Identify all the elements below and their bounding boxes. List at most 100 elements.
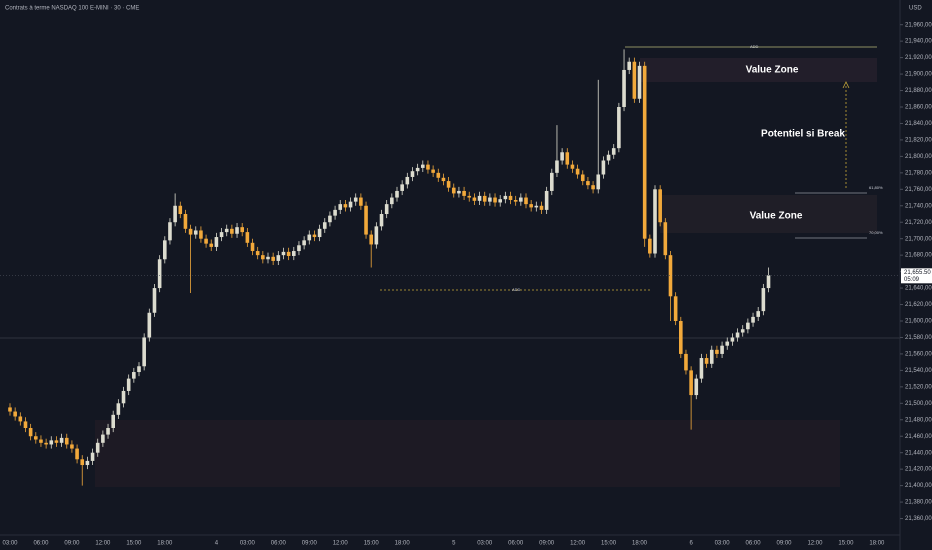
y-tick-label: 21,460,00 xyxy=(905,434,932,440)
candle-body xyxy=(410,171,415,177)
candle-body xyxy=(653,189,657,254)
candle-body xyxy=(80,459,85,466)
x-tick-label: 15:00 xyxy=(364,541,380,547)
y-tick-label: 21,420,00 xyxy=(905,467,932,473)
x-tick-label: 03:00 xyxy=(2,541,18,547)
candle-body xyxy=(658,189,662,223)
candle-body xyxy=(18,416,23,422)
candle-body xyxy=(637,65,642,99)
candle-body xyxy=(400,184,404,191)
y-tick-label: 21,680,00 xyxy=(905,253,932,259)
x-tick-label: 12:00 xyxy=(570,541,586,547)
candle-body xyxy=(544,190,549,210)
candle-body xyxy=(183,214,188,229)
candle-body xyxy=(374,226,379,245)
candle-body xyxy=(508,195,513,201)
candle-body xyxy=(498,199,502,203)
candle-body xyxy=(503,195,508,200)
candle-body xyxy=(699,358,704,379)
candle-body xyxy=(421,164,425,168)
line-label: ADD xyxy=(512,287,521,292)
potential-label: Potentiel si Break xyxy=(761,129,845,140)
x-tick-label: 06:00 xyxy=(746,541,762,547)
x-tick-label: 5 xyxy=(452,541,456,547)
y-tick-label: 21,840,00 xyxy=(905,121,932,127)
candle-body xyxy=(415,167,420,172)
x-tick-label: 15:00 xyxy=(126,541,142,547)
candle-body xyxy=(261,255,265,260)
x-tick-label: 06:00 xyxy=(33,541,49,547)
x-tick-label: 18:00 xyxy=(869,541,885,547)
x-tick-label: 03:00 xyxy=(715,541,731,547)
candle-body xyxy=(64,437,69,445)
candle-body xyxy=(436,172,441,178)
current-price-label: 21,655.50 xyxy=(904,270,931,276)
candle-body xyxy=(405,176,410,185)
candle-body xyxy=(39,439,43,443)
candle-body xyxy=(575,168,580,175)
candle-body xyxy=(555,160,559,173)
x-tick-label: 6 xyxy=(689,541,693,547)
candle-body xyxy=(209,243,214,247)
candle-body xyxy=(426,164,430,170)
y-tick-label: 21,560,00 xyxy=(905,352,932,358)
candle-body xyxy=(622,69,626,107)
candle-body xyxy=(457,190,461,194)
candle-body xyxy=(627,61,631,70)
candle-body xyxy=(550,172,554,191)
candle-body xyxy=(735,332,740,338)
candle-body xyxy=(359,197,363,206)
y-tick-label: 21,380,00 xyxy=(905,500,932,506)
candle-body xyxy=(756,311,760,317)
candle-body xyxy=(116,403,121,415)
y-tick-label: 21,940,00 xyxy=(905,39,932,45)
y-tick-label: 21,700,00 xyxy=(905,236,932,242)
candle-body xyxy=(54,440,59,443)
candle-body xyxy=(673,296,678,321)
x-tick-label: 03:00 xyxy=(477,541,493,547)
y-tick-label: 21,960,00 xyxy=(905,22,932,28)
price-label-box xyxy=(901,268,932,284)
candle-body xyxy=(276,255,281,261)
y-tick-label: 21,400,00 xyxy=(905,483,932,489)
candle-body xyxy=(709,349,714,364)
candle-body xyxy=(446,181,451,188)
candle-body xyxy=(126,378,131,391)
candle-body xyxy=(333,209,337,216)
candle-body xyxy=(632,61,637,99)
candle-body xyxy=(431,169,435,173)
candle-body xyxy=(565,152,570,165)
x-tick-label: 09:00 xyxy=(302,541,318,547)
candle-body xyxy=(281,251,286,256)
x-tick-label: 18:00 xyxy=(632,541,648,547)
candle-body xyxy=(524,197,528,205)
candle-body xyxy=(49,440,54,445)
candle-body xyxy=(302,240,306,246)
fib-label: 61,80% xyxy=(869,185,883,190)
candle-body xyxy=(580,174,585,182)
candle-body xyxy=(477,195,482,201)
x-tick-label: 18:00 xyxy=(395,541,411,547)
candle-body xyxy=(178,205,183,214)
candle-body xyxy=(766,275,771,289)
candle-body xyxy=(204,238,208,244)
candle-body xyxy=(106,428,110,435)
candle-body xyxy=(451,187,456,194)
y-tick-label: 21,880,00 xyxy=(905,88,932,94)
candle-body xyxy=(173,205,177,223)
candle-body xyxy=(90,452,95,461)
candle-body xyxy=(472,197,477,201)
x-tick-label: 15:00 xyxy=(601,541,617,547)
x-tick-label: 12:00 xyxy=(95,541,111,547)
candle-body xyxy=(648,238,652,254)
candle-body xyxy=(235,227,239,234)
value-zone-mid xyxy=(660,195,877,233)
candle-body xyxy=(694,378,699,396)
candle-body xyxy=(482,195,487,202)
y-tick-label: 21,800,00 xyxy=(905,154,932,160)
x-tick-label: 12:00 xyxy=(333,541,349,547)
candle-body xyxy=(725,341,730,346)
y-tick-label: 21,360,00 xyxy=(905,516,932,522)
y-tick-label: 21,540,00 xyxy=(905,368,932,374)
